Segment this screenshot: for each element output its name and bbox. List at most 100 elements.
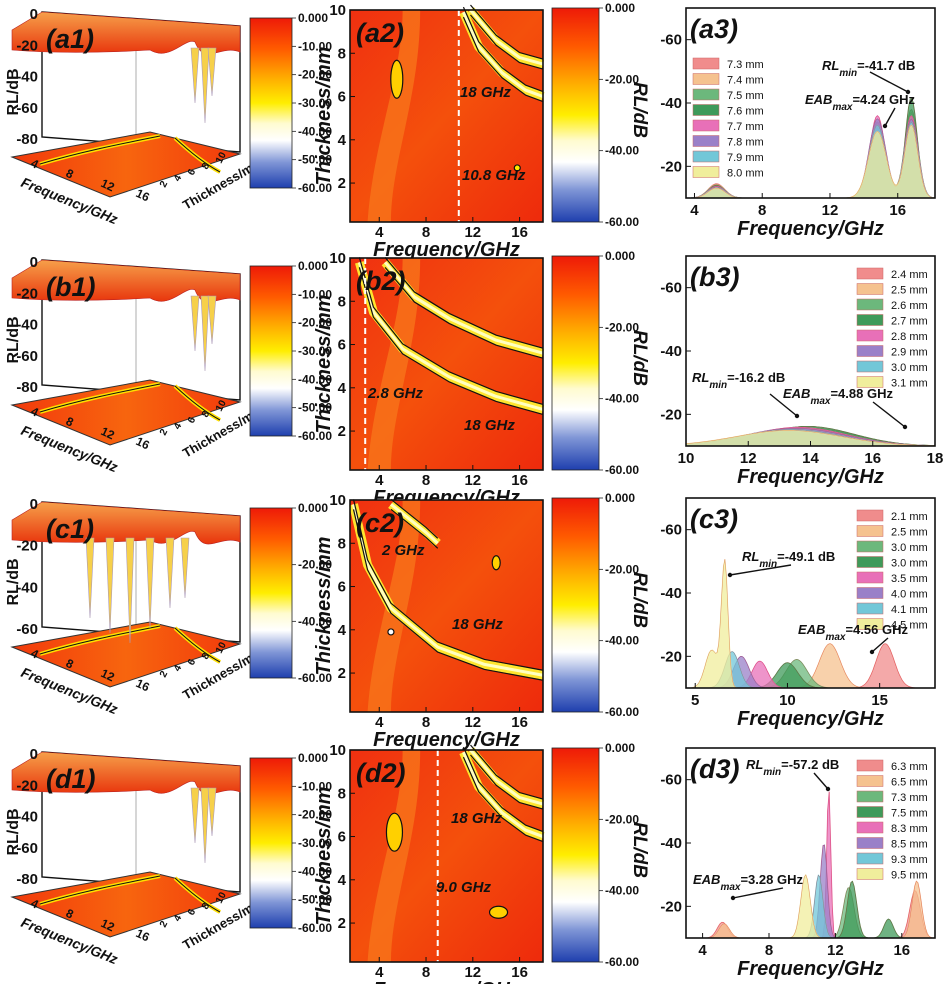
freq-tick-label: 16 bbox=[134, 434, 152, 452]
legend-label: 9.3 mm bbox=[891, 854, 928, 866]
colorbar-label: -20.00 bbox=[605, 320, 639, 334]
colorbar-label: -60.00 bbox=[298, 429, 332, 443]
thickness-tick-label: 10 bbox=[214, 890, 229, 905]
colorbar-2d bbox=[551, 255, 600, 471]
legend-swatch bbox=[856, 806, 884, 818]
colorbar-label: -40.00 bbox=[605, 392, 639, 406]
legend-swatch bbox=[856, 759, 884, 772]
colorbar-title: RL/dB bbox=[629, 82, 650, 138]
contour-line bbox=[358, 267, 544, 416]
colorbar-3d bbox=[249, 265, 293, 437]
legend-label: 2.5 mm bbox=[891, 285, 928, 297]
legend-swatch bbox=[856, 509, 884, 522]
floor-heatmap bbox=[10, 871, 242, 938]
colorbar-label: -40.00 bbox=[605, 884, 639, 898]
surface-3d bbox=[11, 259, 241, 303]
legend-label: 2.1 mm bbox=[891, 511, 928, 523]
legend-label: 7.6 mm bbox=[727, 106, 764, 118]
y-tick-label: 8 bbox=[338, 785, 346, 802]
contour-island bbox=[387, 628, 395, 636]
colorbar-label: -60.00 bbox=[605, 463, 639, 477]
contour-line bbox=[384, 256, 544, 349]
surface-spike bbox=[200, 787, 210, 864]
colorbar-label: -30.00 bbox=[298, 96, 332, 110]
y-tick-label: 6 bbox=[338, 829, 346, 846]
contour-band-core bbox=[462, 751, 544, 838]
thickness-tick-label: 4 bbox=[172, 663, 185, 673]
colorbar-label: -40.00 bbox=[605, 144, 639, 158]
contour-line bbox=[470, 14, 544, 70]
legend-label: 2.8 mm bbox=[891, 331, 928, 343]
legend-swatch bbox=[856, 345, 884, 357]
panel-label: (a1) bbox=[46, 24, 94, 54]
colorbar-label: 0.000 bbox=[605, 1, 635, 15]
colorbar-label: -60.00 bbox=[298, 181, 332, 195]
colorbar-label: -20.00 bbox=[605, 72, 639, 86]
colorbar-label: -50.00 bbox=[298, 401, 332, 415]
colorbar-label: -30.00 bbox=[298, 344, 332, 358]
z-tick-label: -60 bbox=[16, 621, 38, 638]
y-tick-label: -40 bbox=[660, 585, 682, 602]
colorbar-label: 0.000 bbox=[605, 491, 635, 505]
x-tick-label: 4 bbox=[690, 202, 699, 219]
y-tick-label: -20 bbox=[660, 158, 682, 175]
z-tick-label: -40 bbox=[16, 809, 38, 826]
y-tick-label: 2 bbox=[338, 915, 346, 932]
contour-line bbox=[352, 499, 544, 671]
contour-band-core bbox=[462, 11, 544, 98]
annotation-arrowhead bbox=[902, 424, 908, 430]
legend-swatch bbox=[856, 852, 884, 865]
colorbar-3d bbox=[249, 757, 293, 929]
colorbar-label: 0.000 bbox=[298, 751, 328, 765]
legend-label: 8.0 mm bbox=[727, 168, 764, 180]
surface-3d bbox=[11, 11, 241, 55]
legend-label: 3.0 mm bbox=[891, 558, 928, 570]
colorbar-label: -40.00 bbox=[298, 372, 332, 386]
legend-label: 8.3 mm bbox=[891, 823, 928, 835]
annotation-arrowhead bbox=[869, 649, 875, 655]
figure-row: 0-20-40-60-80RL/dB(d1)481216Frequency/GH… bbox=[5, 741, 936, 984]
annotation-text: 18 GHz bbox=[464, 417, 515, 434]
y-tick-label: 2 bbox=[338, 665, 346, 682]
x-tick-label: 8 bbox=[765, 942, 773, 959]
legend-label: 7.3 mm bbox=[727, 59, 764, 71]
figure-row: 0-20-40-60-80RL/dB(a1)481216Frequency/GH… bbox=[5, 1, 936, 261]
legend-swatch bbox=[856, 267, 884, 280]
surface-spike bbox=[190, 787, 200, 844]
annotation-text: 18 GHz bbox=[451, 810, 502, 827]
y-tick-label: -40 bbox=[660, 343, 682, 360]
thickness-tick-label: 8 bbox=[200, 161, 213, 171]
floor-contour-line bbox=[174, 137, 221, 173]
panel-label: (a3) bbox=[690, 14, 738, 44]
contour-line bbox=[462, 756, 544, 843]
panel-label: (d3) bbox=[690, 754, 740, 784]
panel-label: (c1) bbox=[46, 514, 94, 544]
legend-swatch bbox=[856, 360, 884, 373]
contour-island bbox=[385, 812, 404, 852]
legend-swatch bbox=[856, 602, 884, 615]
legend-swatch bbox=[856, 790, 884, 803]
y-axis-label: RL/dB bbox=[5, 558, 22, 605]
colorbar-label: -60.00 bbox=[605, 955, 639, 969]
annotation-text: 18 GHz bbox=[452, 616, 503, 633]
area-series bbox=[686, 124, 936, 199]
z-tick-label: -20 bbox=[16, 37, 38, 54]
y-tick-label: 10 bbox=[329, 492, 346, 509]
panel-label: (b3) bbox=[690, 262, 740, 292]
legend-swatch bbox=[856, 376, 884, 388]
annotation-rlmin: RLmin=-16.2 dB bbox=[692, 370, 785, 391]
y-tick-label: 8 bbox=[338, 45, 346, 62]
legend-label: 4.5 mm bbox=[891, 620, 928, 632]
floor-contour-line bbox=[174, 627, 221, 663]
plot-frame bbox=[349, 257, 544, 471]
thickness-tick-label: 8 bbox=[200, 901, 213, 911]
freq-tick-label: 16 bbox=[134, 676, 152, 694]
z-tick-label: -80 bbox=[16, 871, 38, 888]
panel-label: (d1) bbox=[46, 764, 96, 794]
legend-label: 3.5 mm bbox=[891, 573, 928, 585]
colorbar-label: -50.00 bbox=[298, 153, 332, 167]
contour-line bbox=[470, 754, 544, 810]
y-tick-label: 8 bbox=[338, 293, 346, 310]
